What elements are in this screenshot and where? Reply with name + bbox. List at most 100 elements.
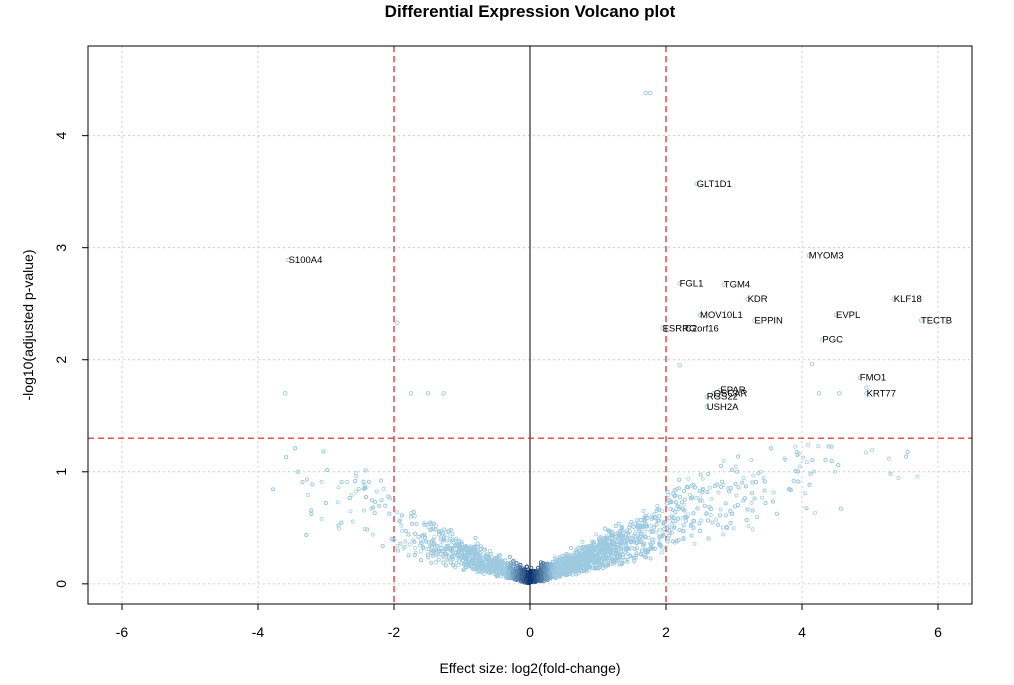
data-point xyxy=(870,448,875,453)
data-point xyxy=(336,485,341,490)
data-point xyxy=(661,545,665,550)
data-point xyxy=(335,500,340,505)
data-point xyxy=(409,510,414,515)
data-point xyxy=(354,489,359,494)
data-point xyxy=(833,469,837,474)
data-point xyxy=(793,444,798,449)
data-point xyxy=(678,516,683,521)
data-point xyxy=(634,555,639,560)
data-point xyxy=(783,457,788,462)
data-point xyxy=(709,496,714,501)
data-point xyxy=(445,533,450,538)
data-point xyxy=(731,526,736,531)
data-point xyxy=(801,455,805,460)
data-point xyxy=(687,492,692,497)
data-point xyxy=(724,526,729,531)
data-point xyxy=(305,493,310,497)
data-point xyxy=(718,507,723,512)
data-point xyxy=(594,532,599,537)
data-point xyxy=(657,527,662,532)
data-point xyxy=(749,458,754,462)
data-point xyxy=(761,476,766,480)
data-point xyxy=(699,518,704,523)
data-point xyxy=(670,530,674,535)
data-point xyxy=(660,509,665,514)
data-point xyxy=(350,519,355,524)
data-point xyxy=(624,528,629,533)
data-point xyxy=(412,514,417,518)
data-point xyxy=(803,491,808,496)
data-point xyxy=(700,498,705,503)
data-point xyxy=(721,483,726,487)
data-point xyxy=(694,496,699,500)
data-point xyxy=(677,486,682,491)
data-point xyxy=(580,539,585,544)
data-point xyxy=(714,517,719,522)
data-point xyxy=(733,464,738,469)
data-point xyxy=(689,483,694,488)
data-point xyxy=(348,509,353,514)
data-point xyxy=(399,528,404,533)
data-point xyxy=(708,485,712,490)
data-point xyxy=(655,504,660,508)
data-point xyxy=(797,464,802,469)
data-point xyxy=(721,532,726,537)
data-point xyxy=(401,546,406,551)
data-point xyxy=(863,450,868,455)
data-point xyxy=(345,480,350,484)
data-point xyxy=(631,537,635,541)
data-point xyxy=(353,470,358,475)
data-point xyxy=(741,476,746,481)
data-point xyxy=(362,527,367,532)
data-point xyxy=(654,529,658,534)
data-point xyxy=(659,550,664,555)
data-point xyxy=(708,513,713,517)
data-point xyxy=(413,550,418,555)
data-point xyxy=(749,500,754,505)
data-point xyxy=(670,519,675,524)
data-point xyxy=(813,510,818,515)
data-point xyxy=(529,565,534,570)
data-point xyxy=(454,536,459,541)
data-point xyxy=(686,476,691,481)
data-point xyxy=(734,493,739,498)
data-point xyxy=(886,456,891,461)
data-point xyxy=(653,514,658,519)
data-point xyxy=(646,535,651,540)
data-point xyxy=(721,458,726,463)
data-point xyxy=(426,539,430,544)
data-point xyxy=(755,515,760,520)
data-point xyxy=(641,509,646,513)
data-point xyxy=(633,521,638,526)
data-point xyxy=(750,527,755,532)
data-point xyxy=(746,524,751,529)
data-point xyxy=(395,510,400,515)
data-point xyxy=(336,526,341,531)
data-point xyxy=(411,538,416,543)
data-point xyxy=(439,535,444,540)
data-point xyxy=(517,565,522,569)
data-point xyxy=(688,524,693,529)
data-point xyxy=(716,490,721,495)
data-point xyxy=(370,532,375,537)
data-point xyxy=(418,549,423,554)
data-point xyxy=(381,486,386,491)
data-point xyxy=(349,493,354,497)
data-point xyxy=(362,508,366,513)
data-point xyxy=(682,502,687,507)
data-point xyxy=(456,563,461,568)
data-point xyxy=(668,507,673,511)
data-point xyxy=(422,520,427,525)
points-layer xyxy=(271,90,924,586)
data-point xyxy=(399,523,404,528)
data-point xyxy=(319,516,324,521)
data-point xyxy=(642,529,647,534)
data-point xyxy=(816,444,821,449)
data-point xyxy=(812,469,816,474)
data-point xyxy=(432,534,437,539)
data-point xyxy=(438,529,443,533)
data-point xyxy=(657,536,662,541)
data-point xyxy=(915,474,920,479)
data-point xyxy=(434,559,439,564)
